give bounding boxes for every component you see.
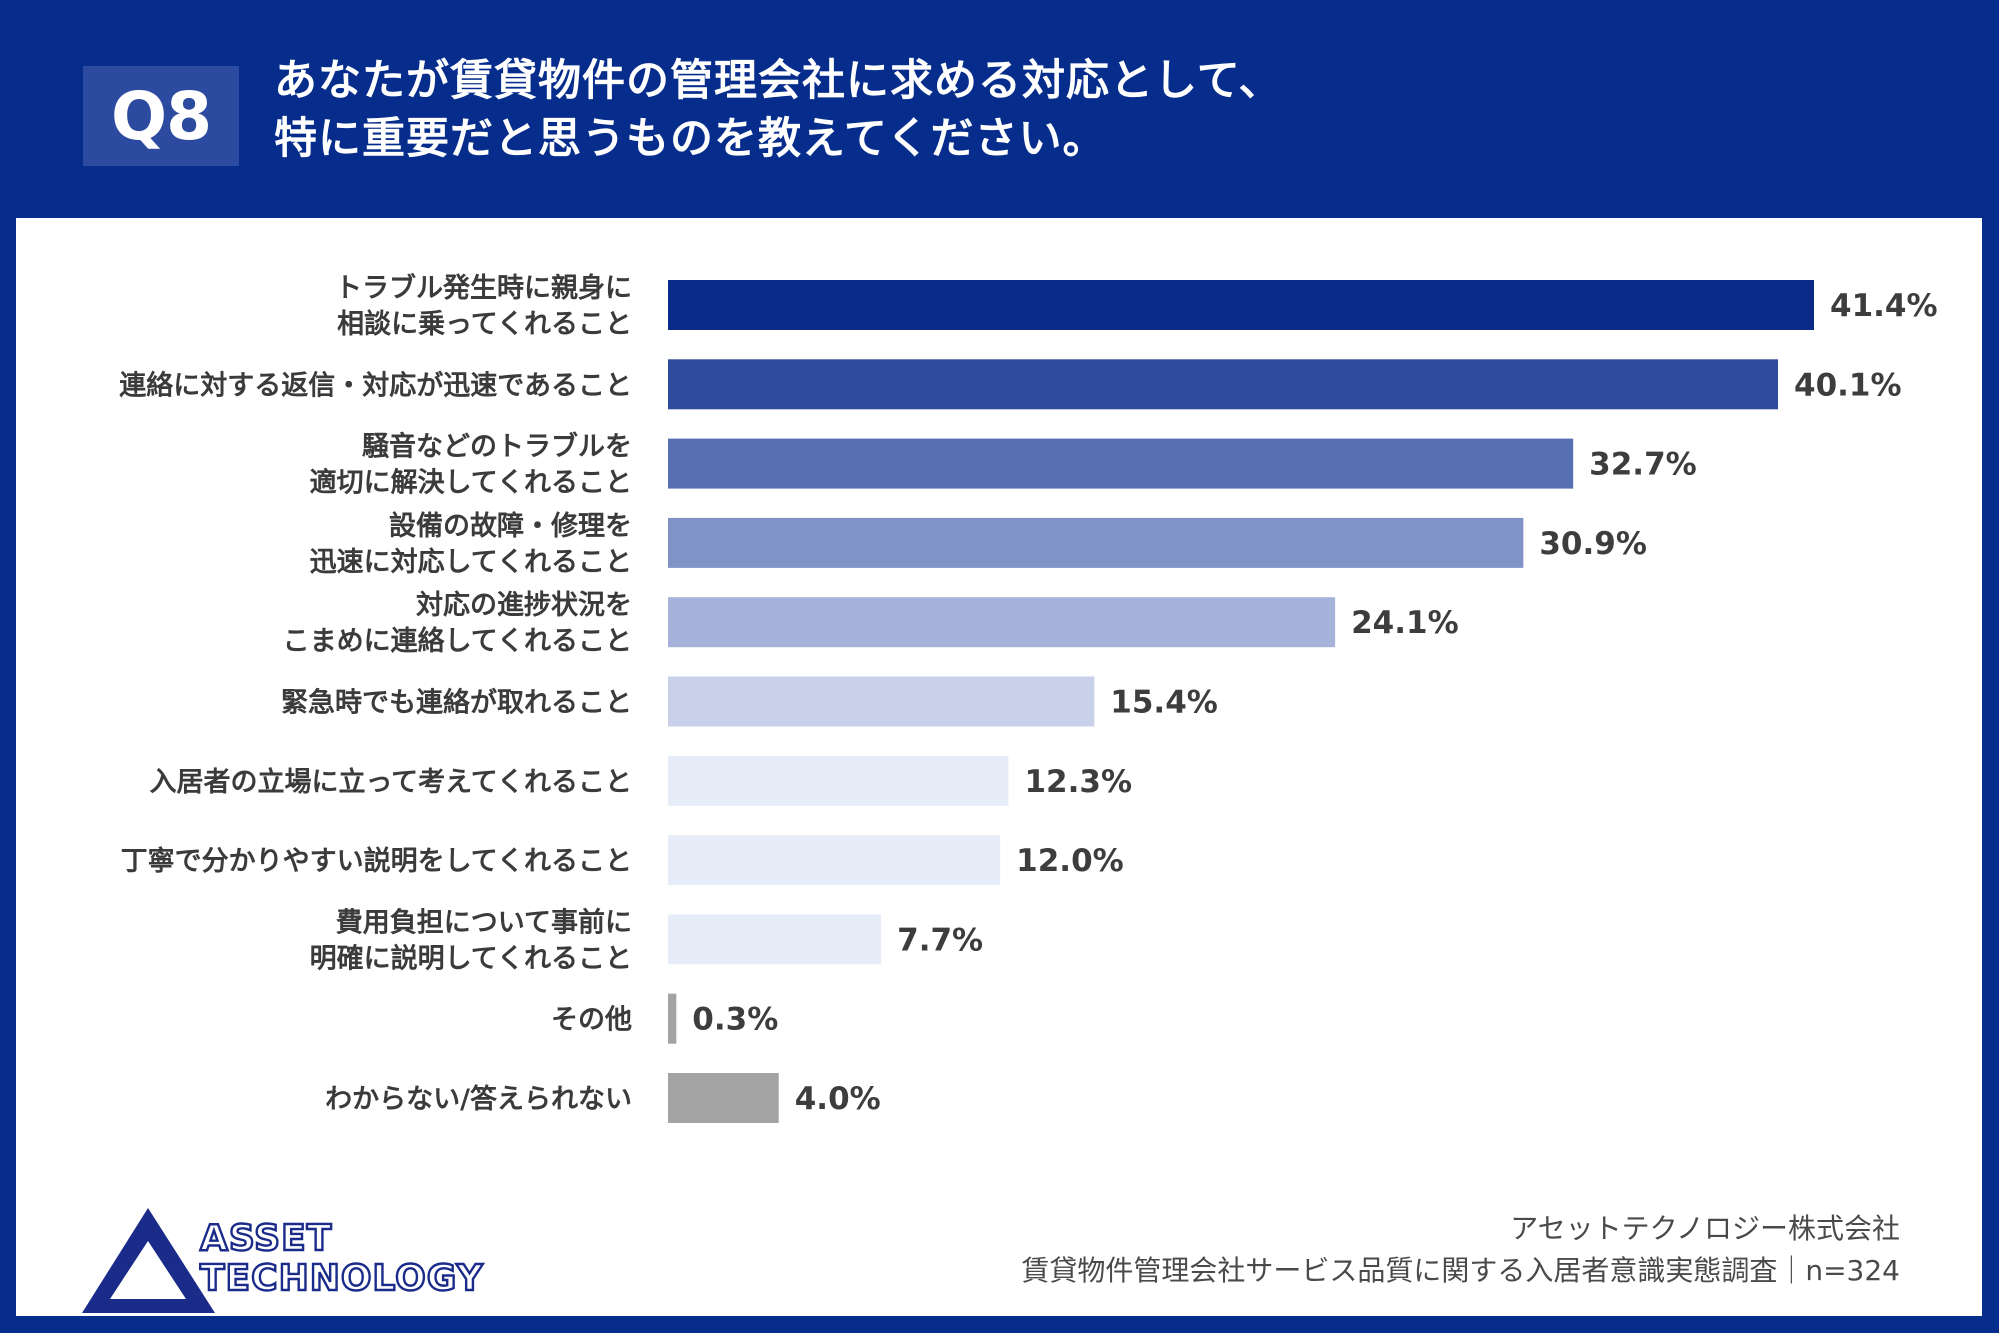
bar-8 (668, 835, 1001, 886)
footer-company: アセットテクノロジー株式会社 (1510, 1212, 1900, 1245)
bar-4 (668, 517, 1524, 568)
bar-1 (668, 280, 1814, 330)
bar-7 (668, 755, 1009, 806)
footer: アセットテクノロジー株式会社 賃貸物件管理会社サービス品質に関する入居者意識実態… (1021, 1208, 1900, 1292)
value-label-4: 30.9% (1539, 526, 1647, 562)
category-label-6: 緊急時でも連絡が取れること (281, 687, 632, 719)
bar-9 (668, 914, 882, 965)
value-label-10: 0.3% (692, 1002, 778, 1038)
category-label-3: 騒音などのトラブルを適切に解決してくれること (310, 431, 632, 499)
logo-line-1: ASSET (200, 1218, 332, 1259)
category-label-4: 設備の故障・修理を迅速に対応してくれること (310, 510, 632, 578)
category-label-7: 入居者の立場に立って考えてくれること (150, 766, 633, 798)
category-label-1: トラブル発生時に親身に相談に乗ってくれること (335, 272, 632, 340)
logo-triangle-icon (82, 1208, 215, 1313)
chart-panel: 41.4% トラブル発生時に親身に相談に乗ってくれること 40.1% 連絡に対する返信… (16, 218, 1982, 1316)
footer-survey: 賃貸物件管理会社サービス品質に関する入居者意識実態調査｜n=324 (1021, 1254, 1900, 1287)
logo-line-2: TECHNOLOGY (200, 1258, 484, 1299)
bar-11 (668, 1073, 779, 1123)
category-label-11: わからない/答えられない (325, 1083, 632, 1115)
question-line-1: あなたが賃貸物件の管理会社に求める対応として、 (274, 56, 1283, 106)
question-text: あなたが賃貸物件の管理会社に求める対応として、 特に重要だと思うものを教えてくだ… (274, 52, 1283, 168)
category-label-10: その他 (551, 1005, 632, 1036)
value-label-9: 7.7% (897, 922, 983, 958)
question-badge: Q8 (83, 66, 239, 166)
bar-2 (668, 359, 1779, 410)
value-label-7: 12.3% (1024, 764, 1132, 800)
value-label-11: 4.0% (795, 1081, 881, 1117)
category-label-2: 連絡に対する返信・対応が迅速であること (119, 369, 632, 401)
value-label-8: 12.0% (1016, 843, 1124, 879)
bar-chart: 41.4% トラブル発生時に親身に相談に乗ってくれること 40.1% 連絡に対する返信… (119, 272, 1938, 1123)
question-line-2: 特に重要だと思うものを教えてください。 (274, 114, 1107, 164)
bar-10 (668, 993, 677, 1044)
bar-3 (668, 438, 1574, 489)
asset-technology-logo: ASSET TECHNOLOGY (80, 1193, 580, 1313)
category-label-9: 費用負担について事前に明確に説明してくれること (310, 906, 632, 974)
value-label-1: 41.4% (1830, 288, 1938, 324)
value-label-6: 15.4% (1110, 685, 1218, 721)
header: Q8 あなたが賃貸物件の管理会社に求める対応として、 特に重要だと思うものを教え… (0, 0, 1999, 218)
value-label-2: 40.1% (1794, 367, 1902, 403)
bar-5 (668, 597, 1336, 648)
category-label-5: 対応の進捗状況をこまめに連絡してくれること (283, 589, 632, 657)
bar-6 (668, 676, 1095, 727)
value-label-5: 24.1% (1351, 605, 1459, 641)
value-label-3: 32.7% (1589, 447, 1697, 483)
category-label-8: 丁寧で分かりやすい説明をしてくれること (121, 845, 632, 877)
